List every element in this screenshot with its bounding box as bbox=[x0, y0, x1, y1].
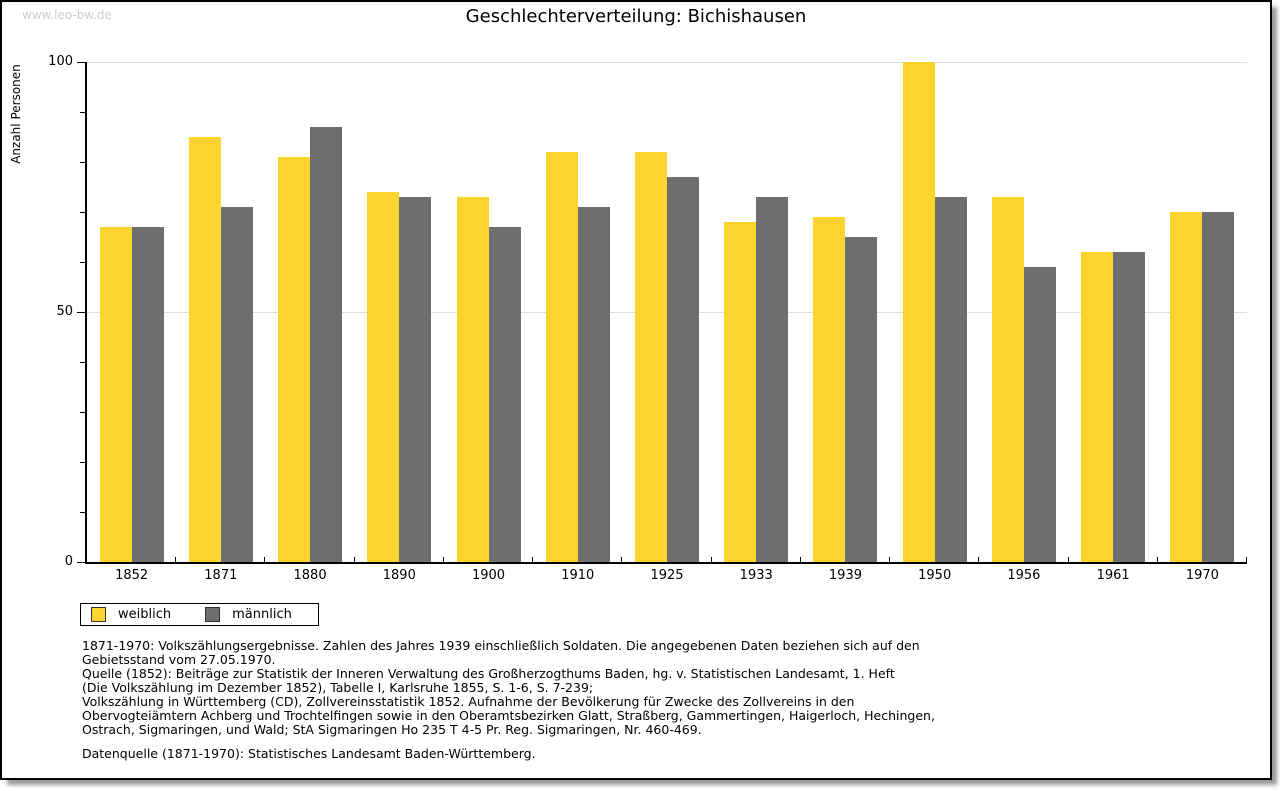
y-tick-100 bbox=[77, 62, 85, 63]
x-tick-label-1852: 1852 bbox=[115, 568, 149, 583]
maennlich-swatch-icon bbox=[205, 607, 221, 622]
legend-label-weiblich: weiblich bbox=[118, 607, 172, 622]
y-tick-30 bbox=[80, 412, 85, 413]
x-tick-label-1900: 1900 bbox=[471, 568, 506, 583]
x-boundary-tick-4 bbox=[442, 557, 444, 562]
chart-card: www.leo-bw.de Geschlechterverteilung: Bi… bbox=[0, 0, 1272, 780]
plot-area: 0 50 100 1852 1871 1880 1890 1900 1910 1925 1933 19… bbox=[48, 54, 1247, 583]
bar-männlich-1925 bbox=[667, 177, 699, 562]
legend: weiblich männlich bbox=[80, 603, 319, 626]
chart-title: Geschlechterverteilung: Bichishausen bbox=[465, 6, 807, 27]
y-tick-80 bbox=[80, 162, 85, 163]
x-boundary-tick-5 bbox=[532, 557, 534, 562]
x-boundary-tick-11 bbox=[1067, 557, 1069, 562]
bar-weiblich-1956 bbox=[991, 197, 1024, 562]
x-tick-label-1880: 1880 bbox=[293, 568, 327, 583]
bar-weiblich-1910 bbox=[545, 152, 578, 562]
x-tick-label-1871: 1871 bbox=[204, 568, 238, 583]
bar-männlich-1890 bbox=[399, 197, 432, 562]
x-tick-label-1910: 1910 bbox=[561, 568, 595, 583]
x-tick-label-1950: 1950 bbox=[918, 568, 952, 583]
y-tick-label-50: 50 bbox=[56, 304, 73, 319]
bar-weiblich-1852 bbox=[99, 227, 132, 562]
y-tick-40 bbox=[80, 362, 85, 363]
y-tick-50 bbox=[77, 312, 85, 313]
bar-männlich-1956 bbox=[1023, 267, 1056, 562]
x-boundary-tick-13 bbox=[1246, 557, 1247, 562]
bar-weiblich-1939 bbox=[813, 217, 846, 562]
bar-männlich-1939 bbox=[845, 237, 878, 562]
x-boundary-tick-8 bbox=[799, 557, 801, 562]
y-tick-10 bbox=[80, 512, 85, 513]
bar-weiblich-1890 bbox=[367, 192, 400, 562]
y-tick-70 bbox=[80, 212, 85, 213]
data-source-line: Datenquelle (1871-1970): Statistisches L… bbox=[82, 746, 536, 761]
bar-männlich-1910 bbox=[577, 207, 610, 562]
x-boundary-tick-12 bbox=[1156, 557, 1158, 562]
bar-männlich-1961 bbox=[1113, 252, 1146, 562]
x-boundary-tick-3 bbox=[353, 557, 355, 562]
bar-weiblich-1970 bbox=[1170, 212, 1203, 562]
bar-weiblich-1900 bbox=[456, 197, 489, 562]
x-boundary-tick-2 bbox=[264, 557, 266, 562]
x-tick-label-1933: 1933 bbox=[739, 568, 773, 583]
y-axis-label: Anzahl Personen bbox=[9, 64, 23, 164]
x-boundary-tick-9 bbox=[889, 557, 891, 562]
bar-weiblich-1925 bbox=[635, 152, 667, 562]
weiblich-swatch-icon bbox=[91, 607, 106, 622]
x-tick-label-1939: 1939 bbox=[828, 568, 862, 583]
bar-weiblich-1880 bbox=[278, 157, 311, 562]
y-tick-20 bbox=[80, 462, 85, 463]
watermark-url: www.leo-bw.de bbox=[22, 8, 112, 22]
x-tick-label-1890: 1890 bbox=[382, 568, 416, 583]
bar-weiblich-1950 bbox=[902, 62, 935, 562]
bar-männlich-1852 bbox=[131, 227, 164, 562]
y-tick-0 bbox=[77, 562, 85, 563]
source-note: 1871-1970: Volkszählungsergebnisse. Zahl… bbox=[82, 638, 935, 737]
bar-männlich-1970 bbox=[1202, 212, 1235, 562]
legend-item-weiblich: weiblich bbox=[91, 607, 171, 622]
x-boundary-tick-1 bbox=[175, 557, 177, 562]
y-tick-label-0: 0 bbox=[64, 554, 73, 569]
bar-weiblich-1871 bbox=[188, 137, 221, 562]
bar-weiblich-1933 bbox=[724, 222, 757, 562]
y-tick-90 bbox=[80, 112, 85, 113]
legend-item-maennlich: männlich bbox=[205, 607, 292, 622]
legend-label-maennlich: männlich bbox=[232, 607, 292, 622]
x-tick-label-1925: 1925 bbox=[650, 568, 684, 583]
bar-männlich-1950 bbox=[934, 197, 967, 562]
gridline-100 bbox=[87, 62, 1247, 63]
x-boundary-tick-10 bbox=[978, 557, 980, 562]
x-tick-label-1956: 1956 bbox=[1007, 568, 1041, 583]
y-tick-label-100: 100 bbox=[48, 54, 73, 69]
x-boundary-tick-7 bbox=[710, 557, 712, 562]
y-tick-60 bbox=[80, 262, 85, 263]
bar-männlich-1900 bbox=[488, 227, 521, 562]
bar-männlich-1880 bbox=[310, 127, 343, 562]
bar-männlich-1933 bbox=[756, 197, 789, 562]
bar-männlich-1871 bbox=[220, 207, 253, 562]
x-tick-label-1961: 1961 bbox=[1096, 568, 1130, 583]
x-boundary-tick-6 bbox=[621, 557, 623, 562]
bar-weiblich-1961 bbox=[1081, 252, 1114, 562]
x-tick-label-1970: 1970 bbox=[1185, 568, 1219, 583]
